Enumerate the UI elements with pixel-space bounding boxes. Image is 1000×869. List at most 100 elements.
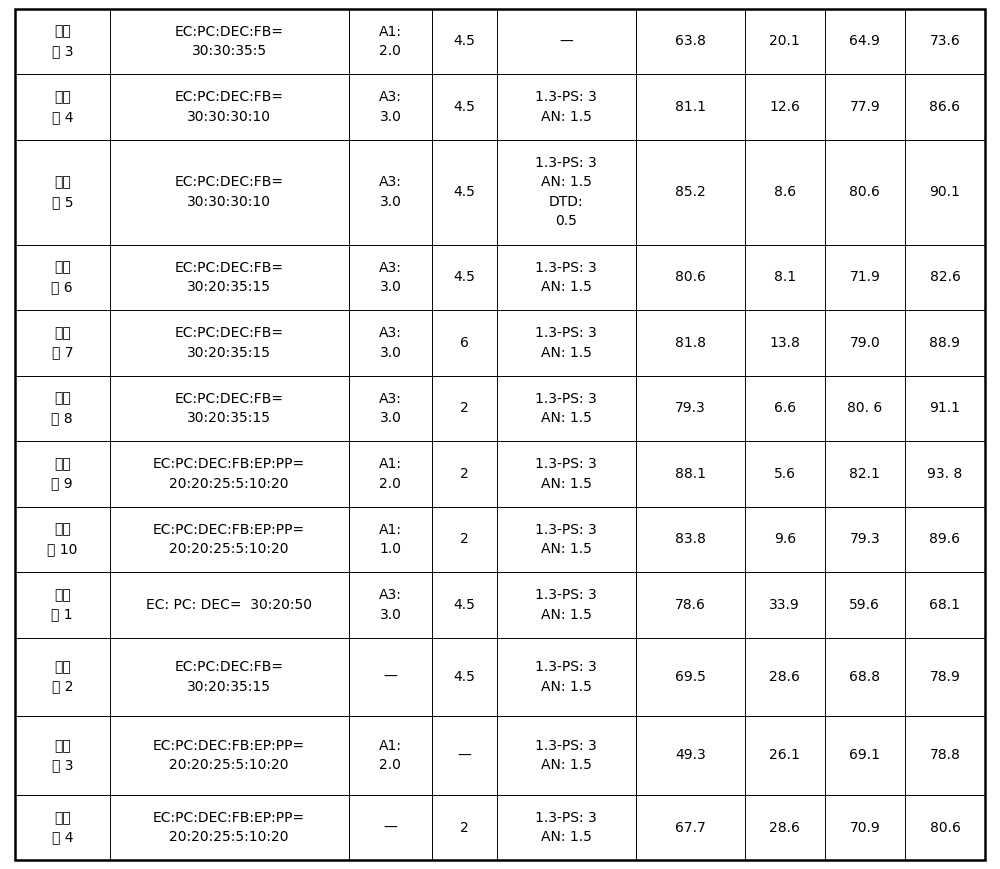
Text: 80. 6: 80. 6 <box>847 401 882 415</box>
Text: EC:PC:DEC:FB=
30:20:35:15: EC:PC:DEC:FB= 30:20:35:15 <box>175 660 284 693</box>
Text: 49.3: 49.3 <box>675 748 706 762</box>
Text: 83.8: 83.8 <box>675 533 706 547</box>
Text: 80.6: 80.6 <box>675 270 706 284</box>
Text: 79.3: 79.3 <box>849 533 880 547</box>
Text: 1.3-PS: 3
AN: 1.5: 1.3-PS: 3 AN: 1.5 <box>535 522 597 556</box>
Text: 2: 2 <box>460 533 469 547</box>
Text: A1:
2.0: A1: 2.0 <box>379 739 402 773</box>
Text: 69.5: 69.5 <box>675 670 706 684</box>
Text: 88.1: 88.1 <box>675 467 706 481</box>
Text: 6.6: 6.6 <box>774 401 796 415</box>
Text: 68.1: 68.1 <box>929 598 960 612</box>
Text: —: — <box>384 820 397 834</box>
Text: EC: PC: DEC=  30:20:50: EC: PC: DEC= 30:20:50 <box>146 598 312 612</box>
Text: 1.3-PS: 3
AN: 1.5: 1.3-PS: 3 AN: 1.5 <box>535 392 597 425</box>
Text: 13.8: 13.8 <box>769 335 800 350</box>
Text: 82.6: 82.6 <box>930 270 960 284</box>
Text: —: — <box>458 748 471 762</box>
Text: 69.1: 69.1 <box>849 748 880 762</box>
Text: 2: 2 <box>460 467 469 481</box>
Text: 对比
例 2: 对比 例 2 <box>52 660 73 693</box>
Text: 实施
例 6: 实施 例 6 <box>51 261 73 294</box>
Text: 78.8: 78.8 <box>930 748 960 762</box>
Text: 79.3: 79.3 <box>675 401 706 415</box>
Text: EC:PC:DEC:FB:EP:PP=
20:20:25:5:10:20: EC:PC:DEC:FB:EP:PP= 20:20:25:5:10:20 <box>153 522 305 556</box>
Text: 1.3-PS: 3
AN: 1.5: 1.3-PS: 3 AN: 1.5 <box>535 811 597 845</box>
Text: 实施
例 9: 实施 例 9 <box>51 457 73 491</box>
Text: 86.6: 86.6 <box>929 100 960 114</box>
Text: 93. 8: 93. 8 <box>927 467 963 481</box>
Text: 4.5: 4.5 <box>453 185 475 199</box>
Text: EC:PC:DEC:FB=
30:20:35:15: EC:PC:DEC:FB= 30:20:35:15 <box>175 392 284 425</box>
Text: 81.8: 81.8 <box>675 335 706 350</box>
Text: 4.5: 4.5 <box>453 598 475 612</box>
Text: 1.3-PS: 3
AN: 1.5: 1.3-PS: 3 AN: 1.5 <box>535 90 597 123</box>
Text: 82.1: 82.1 <box>849 467 880 481</box>
Text: 2: 2 <box>460 820 469 834</box>
Text: 1.3-PS: 3
AN: 1.5: 1.3-PS: 3 AN: 1.5 <box>535 588 597 621</box>
Text: 实施
例 10: 实施 例 10 <box>47 522 77 556</box>
Text: 80.6: 80.6 <box>849 185 880 199</box>
Text: EC:PC:DEC:FB=
30:20:35:15: EC:PC:DEC:FB= 30:20:35:15 <box>175 261 284 294</box>
Text: EC:PC:DEC:FB:EP:PP=
20:20:25:5:10:20: EC:PC:DEC:FB:EP:PP= 20:20:25:5:10:20 <box>153 457 305 491</box>
Text: 实施
例 7: 实施 例 7 <box>52 326 73 360</box>
Text: 5.6: 5.6 <box>774 467 796 481</box>
Text: 59.6: 59.6 <box>849 598 880 612</box>
Text: 1.3-PS: 3
AN: 1.5: 1.3-PS: 3 AN: 1.5 <box>535 660 597 693</box>
Text: A3:
3.0: A3: 3.0 <box>379 176 402 209</box>
Text: EC:PC:DEC:FB=
30:20:35:15: EC:PC:DEC:FB= 30:20:35:15 <box>175 326 284 360</box>
Text: 63.8: 63.8 <box>675 35 706 49</box>
Text: EC:PC:DEC:FB=
30:30:30:10: EC:PC:DEC:FB= 30:30:30:10 <box>175 176 284 209</box>
Text: 71.9: 71.9 <box>849 270 880 284</box>
Text: 12.6: 12.6 <box>769 100 800 114</box>
Text: 79.0: 79.0 <box>849 335 880 350</box>
Text: 33.9: 33.9 <box>769 598 800 612</box>
Text: 73.6: 73.6 <box>930 35 960 49</box>
Text: —: — <box>559 35 573 49</box>
Text: 78.9: 78.9 <box>930 670 960 684</box>
Text: 67.7: 67.7 <box>675 820 706 834</box>
Text: 对比
例 1: 对比 例 1 <box>51 588 73 621</box>
Text: 9.6: 9.6 <box>774 533 796 547</box>
Text: 91.1: 91.1 <box>929 401 960 415</box>
Text: 80.6: 80.6 <box>930 820 960 834</box>
Text: 78.6: 78.6 <box>675 598 706 612</box>
Text: —: — <box>384 670 397 684</box>
Text: 77.9: 77.9 <box>849 100 880 114</box>
Text: EC:PC:DEC:FB:EP:PP=
20:20:25:5:10:20: EC:PC:DEC:FB:EP:PP= 20:20:25:5:10:20 <box>153 811 305 845</box>
Text: 1.3-PS: 3
AN: 1.5: 1.3-PS: 3 AN: 1.5 <box>535 457 597 491</box>
Text: 26.1: 26.1 <box>769 748 800 762</box>
Text: 28.6: 28.6 <box>769 670 800 684</box>
Text: 28.6: 28.6 <box>769 820 800 834</box>
Text: 8.6: 8.6 <box>774 185 796 199</box>
Text: 85.2: 85.2 <box>675 185 706 199</box>
Text: 实施
例 5: 实施 例 5 <box>52 176 73 209</box>
Text: EC:PC:DEC:FB=
30:30:35:5: EC:PC:DEC:FB= 30:30:35:5 <box>175 24 284 58</box>
Text: 实施
例 4: 实施 例 4 <box>52 90 73 123</box>
Text: 89.6: 89.6 <box>929 533 960 547</box>
Text: 4.5: 4.5 <box>453 100 475 114</box>
Text: 对比
例 4: 对比 例 4 <box>52 811 73 845</box>
Text: A3:
3.0: A3: 3.0 <box>379 392 402 425</box>
Text: 1.3-PS: 3
AN: 1.5
DTD:
0.5: 1.3-PS: 3 AN: 1.5 DTD: 0.5 <box>535 156 597 229</box>
Text: A3:
3.0: A3: 3.0 <box>379 326 402 360</box>
Text: 1.3-PS: 3
AN: 1.5: 1.3-PS: 3 AN: 1.5 <box>535 739 597 773</box>
Text: 实施
例 8: 实施 例 8 <box>51 392 73 425</box>
Text: 4.5: 4.5 <box>453 270 475 284</box>
Text: 90.1: 90.1 <box>930 185 960 199</box>
Text: 实施
例 3: 实施 例 3 <box>52 24 73 58</box>
Text: 1.3-PS: 3
AN: 1.5: 1.3-PS: 3 AN: 1.5 <box>535 326 597 360</box>
Text: A3:
3.0: A3: 3.0 <box>379 261 402 294</box>
Text: A3:
3.0: A3: 3.0 <box>379 588 402 621</box>
Text: 70.9: 70.9 <box>849 820 880 834</box>
Text: A3:
3.0: A3: 3.0 <box>379 90 402 123</box>
Text: 8.1: 8.1 <box>774 270 796 284</box>
Text: A1:
2.0: A1: 2.0 <box>379 24 402 58</box>
Text: 20.1: 20.1 <box>769 35 800 49</box>
Text: EC:PC:DEC:FB:EP:PP=
20:20:25:5:10:20: EC:PC:DEC:FB:EP:PP= 20:20:25:5:10:20 <box>153 739 305 773</box>
Text: 6: 6 <box>460 335 469 350</box>
Text: 4.5: 4.5 <box>453 670 475 684</box>
Text: 81.1: 81.1 <box>675 100 706 114</box>
Text: A1:
2.0: A1: 2.0 <box>379 457 402 491</box>
Text: 64.9: 64.9 <box>849 35 880 49</box>
